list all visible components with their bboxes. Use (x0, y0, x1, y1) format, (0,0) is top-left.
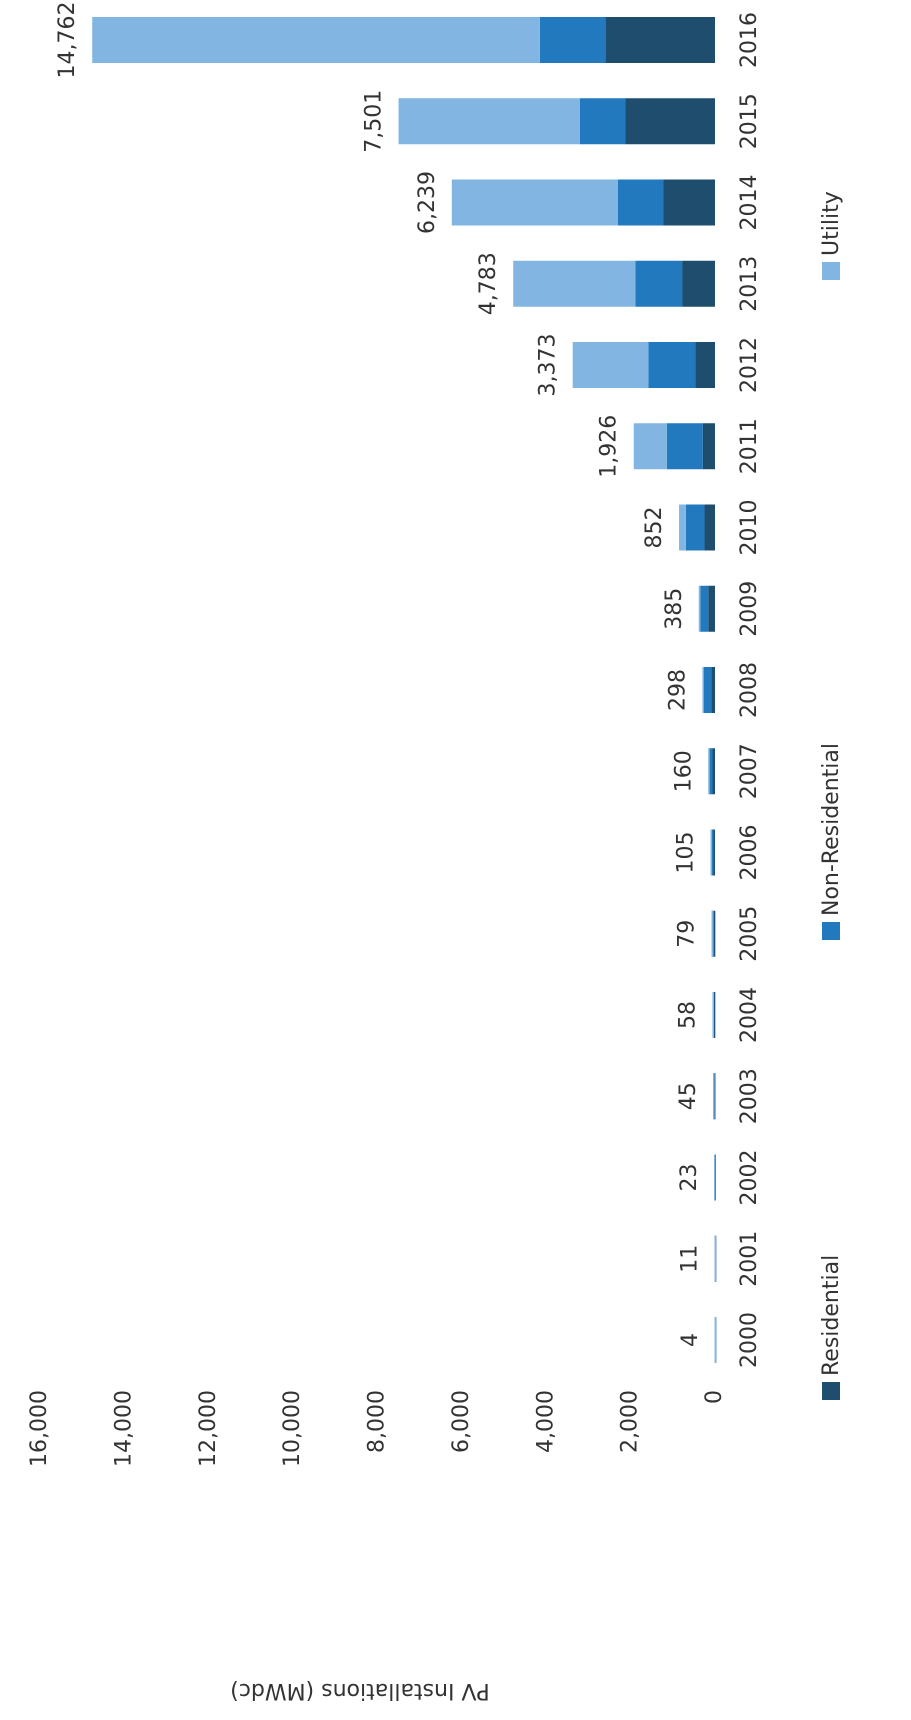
total-label: 105 (674, 832, 699, 874)
bar-segment (92, 17, 540, 63)
bar-segment (580, 98, 626, 145)
bar-segment (712, 748, 715, 795)
bar-segment (685, 504, 705, 551)
legend-label: Utility (819, 191, 844, 256)
x-tick-label: 2015 (737, 93, 762, 149)
bar-segment (633, 423, 667, 470)
y-tick-label: 10,000 (280, 1390, 305, 1467)
bar-segment (713, 829, 715, 876)
bar-segment (702, 423, 715, 470)
total-label: 4,783 (476, 252, 501, 315)
total-label: 852 (642, 507, 667, 549)
y-tick-label: 8,000 (365, 1390, 390, 1453)
bar-segment (713, 992, 716, 1038)
total-label: 7,501 (362, 90, 387, 153)
legend-swatch (822, 922, 840, 940)
y-tick-label: 14,000 (111, 1390, 136, 1467)
bar-segment (635, 260, 683, 307)
bar-segment (714, 1317, 717, 1363)
bar-segment (398, 98, 581, 145)
x-tick-label: 2016 (737, 12, 762, 68)
x-tick-label: 2002 (737, 1150, 762, 1206)
bar-segment (617, 179, 664, 226)
total-label: 160 (671, 750, 696, 792)
total-label: 23 (677, 1164, 702, 1192)
total-label: 11 (678, 1245, 703, 1273)
bar-segment (711, 910, 714, 957)
x-tick-label: 2004 (737, 987, 762, 1043)
x-tick-label: 2008 (737, 662, 762, 718)
bar-segment (666, 423, 703, 470)
y-axis-title: PV Installations (MWdc) (230, 1678, 490, 1703)
bar-segment (714, 1154, 716, 1201)
total-label: 1,926 (597, 415, 622, 478)
bar-segment (663, 179, 715, 226)
bar-segment (711, 667, 715, 713)
bar-segment (451, 179, 618, 226)
x-tick-label: 2013 (737, 256, 762, 312)
y-tick-label: 6,000 (449, 1390, 474, 1453)
y-tick-label: 2,000 (618, 1390, 643, 1453)
total-label: 298 (665, 669, 690, 711)
x-tick-label: 2000 (737, 1312, 762, 1368)
total-label: 45 (676, 1082, 701, 1110)
y-tick-label: 0 (702, 1390, 727, 1404)
y-tick-label: 4,000 (533, 1390, 558, 1453)
bar-segment (708, 585, 715, 632)
total-label: 79 (675, 920, 700, 948)
total-label: 385 (662, 588, 687, 630)
x-tick-label: 2009 (737, 581, 762, 637)
bar-segment (710, 829, 713, 876)
x-tick-label: 2012 (737, 337, 762, 393)
bar-segment (712, 992, 715, 1038)
bar-segment (708, 748, 710, 795)
bar-segment (695, 342, 715, 388)
x-tick-label: 2001 (737, 1231, 762, 1287)
total-label: 58 (676, 1001, 701, 1029)
total-label: 3,373 (536, 334, 561, 397)
legend-swatch (822, 262, 840, 280)
bar-segment (704, 504, 715, 551)
chart: PV Installations (MWdc) 0 2,000 4,000 6,000… (27, 2, 844, 1703)
bar-segment (703, 667, 712, 713)
bar-segment (714, 1235, 717, 1282)
x-tick-label: 2006 (737, 825, 762, 881)
bar-segment (713, 910, 716, 957)
x-tick-label: 2007 (737, 743, 762, 799)
x-tick-label: 2014 (737, 175, 762, 231)
bar-segment (513, 260, 636, 307)
bar-segment (679, 504, 686, 551)
bar-segment (713, 1073, 715, 1120)
total-label: 6,239 (415, 171, 440, 234)
legend-label: Non-Residential (819, 743, 844, 916)
y-tick-label: 12,000 (196, 1390, 221, 1467)
x-tick-label: 2010 (737, 500, 762, 556)
bar-segment (625, 98, 715, 145)
bar-segment (605, 17, 715, 63)
total-label: 4 (678, 1333, 703, 1347)
legend-label: Residential (819, 1255, 844, 1376)
bar-segment (539, 17, 606, 63)
y-tick-label: 16,000 (27, 1390, 52, 1467)
bar-segment (700, 585, 709, 632)
bar-segment (682, 260, 715, 307)
bar-segment (698, 585, 701, 632)
bar-segment (702, 667, 704, 713)
x-tick-label: 2011 (737, 418, 762, 474)
bar-segment (572, 342, 649, 388)
bar-segment (648, 342, 696, 388)
legend-swatch (822, 1382, 840, 1400)
total-label: 14,762 (55, 2, 80, 79)
x-tick-label: 2003 (737, 1068, 762, 1124)
x-tick-label: 2005 (737, 906, 762, 962)
